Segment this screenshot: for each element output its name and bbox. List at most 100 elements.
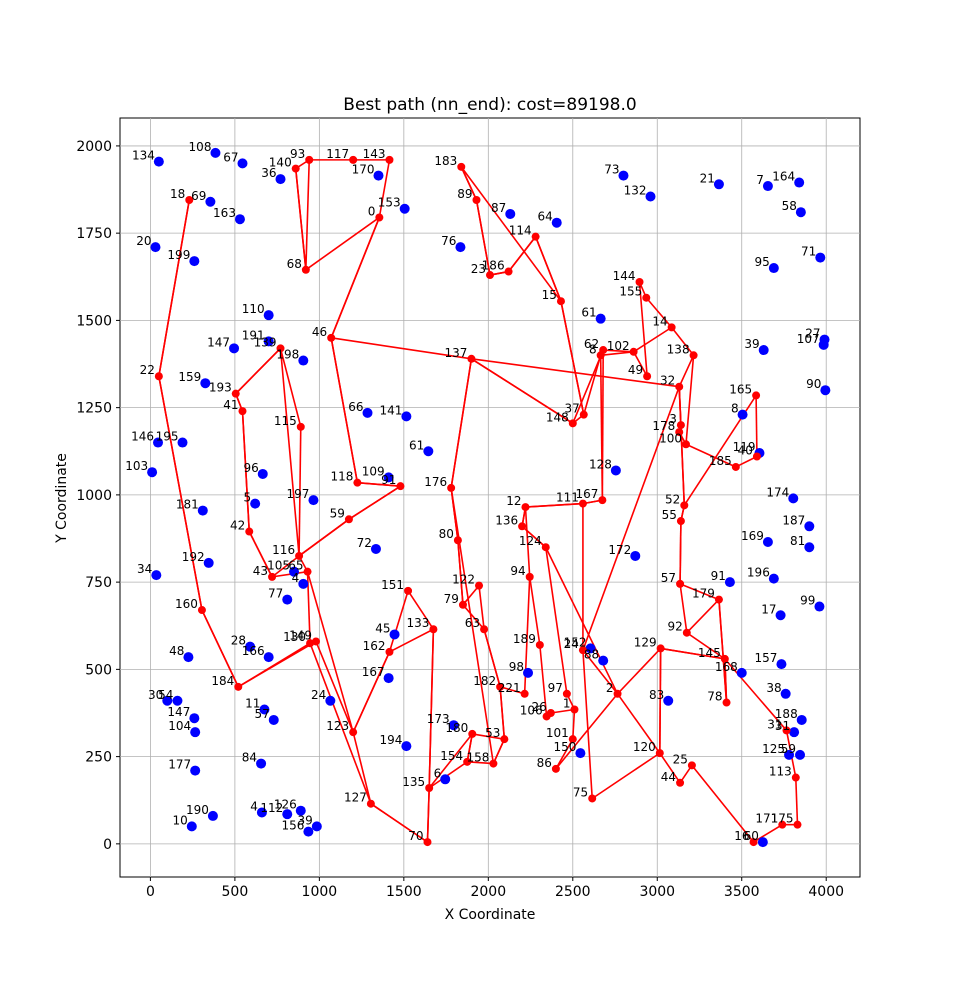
node-label: 48 [169,644,184,658]
node-point [440,774,451,785]
path-segment [521,525,547,548]
node-label: 22 [140,363,155,377]
node-point [190,727,201,738]
node-label: 97 [548,681,563,695]
node-point [645,191,656,202]
path-segment [658,648,662,754]
path-node-point [489,759,498,768]
node-label: 66 [348,400,363,414]
node-label: 190 [186,803,209,817]
path-node-point [291,164,300,173]
path-segment [633,326,673,353]
node-label: 199 [167,248,190,262]
node-point [788,493,799,504]
node-label: 183 [434,154,457,168]
path-segment [279,348,302,428]
node-label: 123 [326,719,349,733]
node-point [257,468,268,479]
node-point [818,339,829,350]
node-label: 17 [761,602,776,616]
y-tick-label: 1750 [76,226,112,242]
node-point [389,629,400,640]
node-label: 188 [775,707,798,721]
y-axis-ticks: 0 250 500 750 1000 1250 1500 1750 2000 [76,139,120,853]
node-point [551,217,562,228]
path-segment [753,823,783,843]
node-label: 160 [175,597,198,611]
path-node-point [556,297,565,306]
node-point [820,385,831,396]
path-segment [755,395,758,457]
path-segment [428,629,435,789]
node-label: 165 [729,382,752,396]
path-node-point [752,391,761,400]
node-label: 122 [452,573,475,587]
node-label: 167 [575,487,598,501]
path-segment [478,585,485,630]
path-node-point [396,482,405,491]
node-label: 140 [269,156,292,170]
node-point [736,667,747,678]
path-segment [670,326,695,356]
path-node-point [655,749,664,758]
node-label: 24 [564,637,579,651]
node-label: 61 [409,438,424,452]
node-point [815,252,826,263]
path-node-point [453,536,462,545]
x-tick-label: 3500 [724,884,760,900]
node-label: 111 [556,491,579,505]
node-label: 221 [498,681,521,695]
node-label: 31 [767,717,782,731]
node-label: 23 [471,262,486,276]
node-point [237,158,248,169]
path-node-point [467,354,476,363]
node-label: 138 [667,342,690,356]
node-label: 146 [131,430,154,444]
path-segment [582,386,680,651]
y-tick-label: 250 [85,750,112,766]
node-point [598,655,609,666]
node-point [153,437,164,448]
node-label: 191 [242,328,265,342]
node-label: 93 [290,147,305,161]
node-point [259,704,270,715]
node-label: 164 [772,170,795,184]
path-segment [466,733,474,762]
node-point [399,203,410,214]
node-point [177,437,188,448]
node-label: 25 [673,752,688,766]
path-node-point [231,389,240,398]
path-node-point [463,757,472,766]
node-label: 158 [466,751,489,765]
node-label: 78 [707,690,722,704]
path-segment [678,386,682,426]
node-label: 120 [633,740,656,754]
path-node-point [525,572,534,581]
node-point [595,313,606,324]
path-node-point [546,708,555,717]
path-segment [632,351,648,377]
node-point [448,720,459,731]
path-segment [201,609,239,688]
path-segment [603,349,634,353]
node-label: 194 [379,733,402,747]
path-node-point [731,462,740,471]
path-segment [348,485,401,520]
path-segment [470,358,574,425]
node-point [172,695,183,706]
node-label: 15 [542,288,557,302]
node-label: 171 [755,812,778,826]
node-point [618,170,629,181]
path-node-point [458,600,467,609]
node-label: 125 [762,742,785,756]
node-label: 60 [744,829,759,843]
node-label: 80 [439,527,454,541]
path-segment [560,301,585,415]
node-label: 94 [510,564,525,578]
path-segment [467,761,494,765]
path-node-point [305,155,314,164]
node-label: 45 [375,621,390,635]
path-segment [472,733,505,740]
path-segment [309,642,372,805]
